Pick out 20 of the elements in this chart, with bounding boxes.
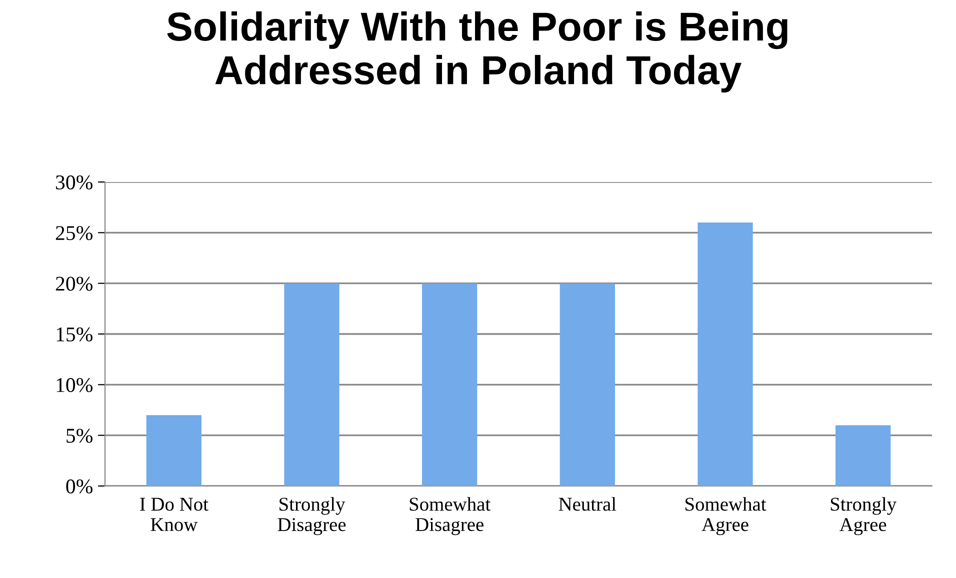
- x-tick-label: Strongly Disagree: [278, 497, 346, 536]
- x-tick-label: Neutral: [558, 497, 616, 511]
- x-tick-label: Somewhat Disagree: [410, 497, 491, 536]
- bar: [836, 425, 891, 486]
- bar: [422, 283, 478, 486]
- y-tick-label: 15%: [56, 327, 92, 342]
- bar: [146, 415, 202, 486]
- x-tick-label: I Do Not Know: [140, 498, 208, 532]
- bar: [284, 283, 340, 486]
- y-tick-label: 0%: [66, 479, 92, 494]
- bar: [560, 283, 615, 486]
- chart-title: Solidarity With the Poor is Being Addressed in Poland Today: [167, 11, 788, 92]
- bar: [698, 222, 753, 486]
- y-tick-label: 25%: [56, 226, 92, 240]
- x-tick-label: Somewhat Agree: [686, 497, 766, 536]
- y-tick-label: 30%: [56, 175, 92, 190]
- y-tick-label: 10%: [56, 378, 92, 392]
- y-tick-label: 5%: [66, 428, 92, 443]
- x-tick-label: Strongly Agree: [830, 497, 896, 536]
- y-tick-label: 20%: [56, 276, 92, 291]
